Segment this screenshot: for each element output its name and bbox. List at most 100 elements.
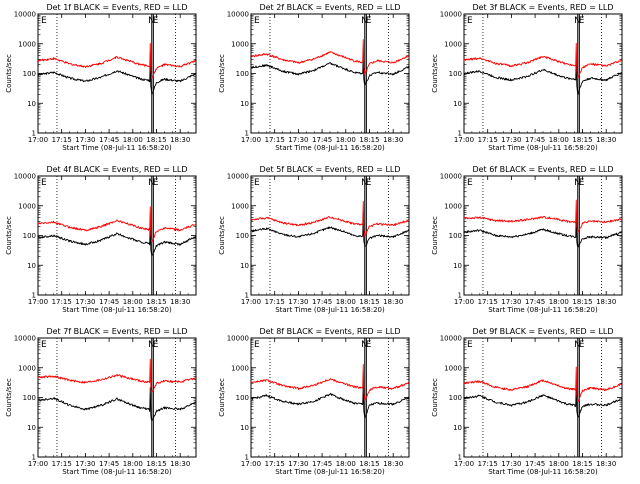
x-tick-label: 17:00	[454, 298, 474, 306]
x-axis-label: Start Time (08-Jul-11 16:58:20)	[488, 306, 598, 314]
x-tick-label: 17:45	[99, 136, 119, 144]
x-tick-label: 17:30	[75, 460, 95, 468]
x-axis-label: Start Time (08-Jul-11 16:58:20)	[62, 306, 172, 314]
x-tick-label: 18:15	[572, 460, 592, 468]
event-marker-label: E	[366, 178, 372, 188]
x-tick-label: 17:30	[288, 136, 308, 144]
event-marker-label: N	[574, 178, 581, 188]
x-tick-label: 18:30	[170, 298, 190, 306]
x-tick-label: 18:00	[549, 136, 569, 144]
y-tick-label: 10000	[14, 173, 36, 181]
y-axis-label: Counts/sec	[5, 216, 13, 255]
x-axis-label: Start Time (08-Jul-11 16:58:20)	[275, 468, 385, 476]
y-tick-label: 10	[453, 100, 462, 108]
y-tick-label: 10000	[14, 335, 36, 343]
y-tick-label: 100	[23, 232, 36, 240]
event-marker-label: E	[366, 16, 372, 26]
y-tick-label: 100	[449, 394, 462, 402]
plot-frame	[37, 13, 197, 134]
x-tick-label: 18:30	[383, 460, 403, 468]
x-tick-label: 17:00	[454, 460, 474, 468]
series-events-line	[37, 387, 196, 422]
corner-marker-label: E	[254, 16, 260, 26]
y-tick-label: 1	[245, 130, 249, 138]
x-tick-label: 17:15	[265, 136, 285, 144]
corner-marker-label: E	[41, 16, 47, 26]
x-tick-label: 17:00	[241, 136, 261, 144]
series-lld-line	[37, 358, 196, 393]
series-lld-line	[463, 199, 622, 234]
x-tick-label: 17:15	[478, 460, 498, 468]
chart-title: Det 6f BLACK = Events, RED = LLD	[472, 165, 613, 174]
event-marker-label: E	[153, 340, 159, 350]
x-tick-label: 17:45	[525, 460, 545, 468]
x-tick-label: 17:15	[478, 298, 498, 306]
y-tick-label: 1000	[18, 40, 36, 48]
x-tick-label: 17:30	[288, 460, 308, 468]
x-tick-label: 17:00	[28, 136, 48, 144]
chart-panel-3: Det 3f BLACK = Events, RED = LLD 1 10 100 10…	[431, 3, 623, 152]
chart-panel-6: Det 6f BLACK = Events, RED = LLD 1 10 100 10…	[431, 165, 623, 314]
x-tick-label: 18:30	[170, 136, 190, 144]
x-tick-label: 17:15	[265, 460, 285, 468]
y-axis-label: Counts/sec	[431, 378, 439, 417]
series-lld-line	[250, 364, 410, 401]
series-lld-line	[37, 42, 197, 79]
y-tick-label: 10000	[227, 173, 249, 181]
series-events-line	[250, 51, 410, 86]
corner-marker-label: E	[254, 178, 260, 188]
y-tick-label: 100	[236, 70, 249, 78]
series-lld-line	[250, 39, 409, 75]
y-tick-label: 1000	[444, 40, 462, 48]
x-tick-label: 17:00	[454, 136, 474, 144]
x-tick-label: 17:30	[501, 460, 521, 468]
series-lld-line	[250, 200, 409, 237]
x-axis-label: Start Time (08-Jul-11 16:58:20)	[488, 144, 598, 152]
x-tick-label: 18:30	[596, 460, 616, 468]
x-tick-label: 17:45	[312, 298, 332, 306]
corner-marker-label: E	[467, 178, 473, 188]
chart-title: Det 7f BLACK = Events, RED = LLD	[46, 327, 187, 336]
series-events-line	[250, 214, 410, 247]
y-tick-label: 100	[236, 232, 249, 240]
event-marker-label: E	[153, 178, 159, 188]
plot-frame	[250, 175, 410, 296]
chart-title: Det 1f BLACK = Events, RED = LLD	[46, 3, 187, 12]
x-tick-label: 18:00	[549, 460, 569, 468]
series-events-line	[250, 382, 410, 419]
event-marker-label: E	[366, 340, 372, 350]
event-marker-label: N	[574, 16, 581, 26]
y-tick-label: 100	[236, 394, 249, 402]
y-axis-label: Counts/sec	[5, 378, 13, 417]
series-events-line	[37, 220, 197, 257]
plot-frame	[37, 337, 197, 458]
x-tick-label: 18:15	[359, 298, 379, 306]
x-tick-label: 17:30	[288, 298, 308, 306]
x-tick-label: 17:00	[241, 460, 261, 468]
event-marker-label: E	[579, 340, 585, 350]
x-tick-label: 18:00	[123, 136, 143, 144]
event-marker-label: E	[579, 178, 585, 188]
chart-panel-5: Det 5f BLACK = Events, RED = LLD 1 10 100 10…	[218, 165, 410, 314]
x-tick-label: 18:15	[359, 136, 379, 144]
x-tick-label: 18:30	[383, 136, 403, 144]
chart-title: Det 8f BLACK = Events, RED = LLD	[259, 327, 400, 336]
x-tick-label: 17:45	[99, 298, 119, 306]
y-tick-label: 1000	[231, 40, 249, 48]
y-tick-label: 10	[453, 262, 462, 270]
x-tick-label: 17:15	[52, 298, 72, 306]
series-events-line	[463, 57, 622, 96]
event-marker-label: E	[153, 16, 159, 26]
y-tick-label: 1000	[231, 364, 249, 372]
x-tick-label: 18:15	[359, 460, 379, 468]
y-tick-label: 10	[27, 424, 36, 432]
x-tick-label: 18:00	[336, 298, 356, 306]
x-tick-label: 17:45	[525, 136, 545, 144]
x-tick-label: 17:00	[28, 298, 48, 306]
y-tick-label: 1	[458, 130, 462, 138]
y-axis-label: Counts/sec	[218, 216, 226, 255]
x-tick-label: 18:00	[336, 460, 356, 468]
y-tick-label: 1	[458, 454, 462, 462]
y-axis-label: Counts/sec	[218, 54, 226, 93]
y-tick-label: 1000	[18, 202, 36, 210]
